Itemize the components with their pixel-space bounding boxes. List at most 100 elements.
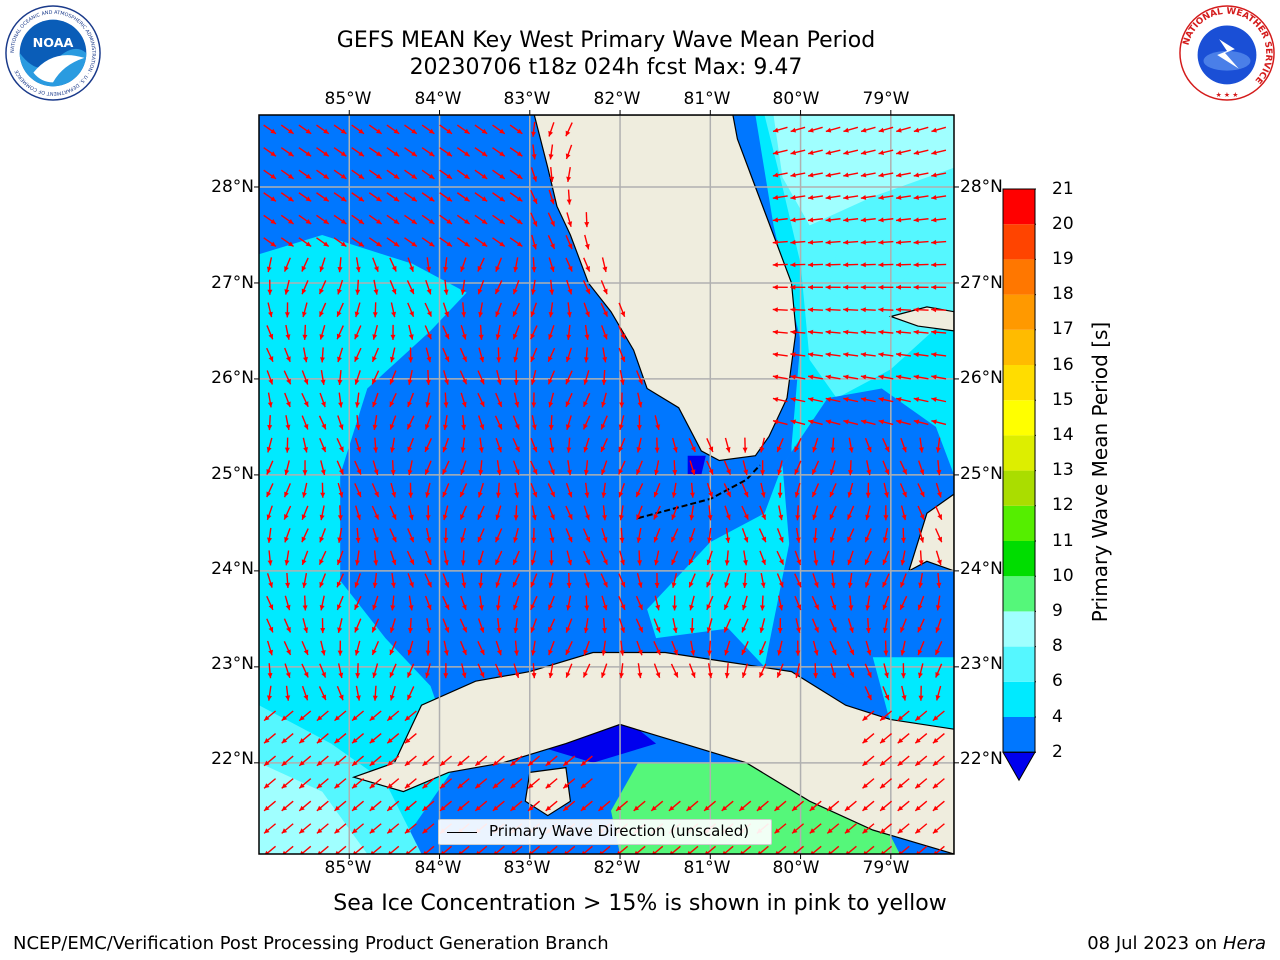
arrow-head — [303, 447, 308, 453]
arrow-head — [284, 469, 290, 475]
arrow-head — [530, 627, 536, 633]
wave-direction-arrow — [706, 595, 714, 611]
arrow-head — [376, 128, 382, 134]
arrow-head — [602, 604, 608, 611]
arrow-head — [743, 491, 749, 498]
wave-direction-arrow — [509, 214, 523, 225]
arrow-head — [935, 649, 940, 655]
wave-direction-arrow — [318, 550, 327, 566]
wave-direction-arrow — [372, 415, 378, 431]
wave-direction-arrow — [371, 370, 380, 385]
wave-direction-arrow — [316, 214, 330, 225]
wave-direction-arrow — [794, 438, 802, 453]
arrow-head — [376, 173, 382, 179]
wave-direction-arrow — [741, 663, 749, 679]
wave-direction-arrow — [301, 415, 309, 430]
wave-direction-arrow — [354, 302, 361, 318]
wave-direction-arrow — [931, 419, 947, 426]
arrow-head — [356, 446, 361, 453]
arrow-head — [300, 850, 305, 854]
wave-direction-arrow — [600, 302, 609, 317]
arrow-head — [530, 604, 536, 610]
wave-direction-arrow — [860, 217, 876, 223]
wave-direction-arrow — [901, 663, 906, 679]
wave-direction-arrow — [584, 212, 590, 228]
arrow-head — [707, 650, 713, 656]
wave-direction-arrow — [545, 800, 558, 812]
wave-direction-arrow — [654, 550, 660, 566]
arrow-head — [619, 672, 624, 679]
wave-direction-arrow — [528, 845, 541, 854]
arrow-head — [864, 559, 870, 565]
arrow-head — [896, 239, 902, 245]
wave-direction-arrow — [351, 124, 365, 135]
wave-direction-arrow — [687, 845, 699, 854]
arrow-head — [444, 311, 449, 317]
wave-direction-arrow — [530, 325, 538, 340]
arrow-head — [843, 329, 849, 335]
arrow-shaft — [722, 845, 734, 854]
wave-direction-arrow — [707, 505, 713, 521]
wave-direction-arrow — [895, 284, 911, 290]
wave-direction-arrow — [689, 618, 695, 634]
wave-direction-arrow — [474, 755, 488, 767]
wave-direction-arrow — [372, 302, 378, 318]
wave-direction-arrow — [388, 845, 400, 854]
arrow-head — [497, 671, 502, 678]
colorbar-tick: 16 — [1052, 355, 1074, 375]
arrow-head — [550, 243, 555, 249]
wave-direction-arrow — [847, 572, 853, 588]
arrow-head — [495, 559, 500, 565]
wave-direction-arrow — [795, 640, 801, 656]
arrow-head — [848, 470, 853, 476]
arrow-head — [827, 805, 833, 811]
wave-direction-arrow — [474, 192, 488, 202]
wave-direction-arrow — [266, 618, 274, 633]
wave-direction-arrow — [583, 370, 590, 385]
wave-direction-arrow — [280, 237, 294, 248]
arrow-head — [896, 284, 901, 290]
arrow-head — [426, 604, 432, 610]
wave-direction-arrow — [547, 212, 556, 227]
wave-direction-arrow — [668, 800, 681, 812]
wave-direction-arrow — [316, 710, 329, 722]
wave-direction-arrow — [810, 845, 822, 854]
arrow-head — [515, 446, 520, 452]
wave-direction-arrow — [601, 482, 607, 498]
arrow-shaft — [652, 845, 664, 854]
arrow-head — [355, 537, 361, 543]
arrow-head — [585, 288, 590, 295]
wave-direction-arrow — [895, 352, 911, 358]
arrow-head — [878, 419, 885, 425]
wave-direction-arrow — [878, 217, 894, 223]
arrow-head — [790, 262, 796, 268]
wave-direction-arrow — [932, 800, 945, 812]
arrow-head — [900, 581, 905, 588]
arrow-head — [759, 671, 764, 678]
arrow-head — [336, 581, 342, 588]
wave-direction-arrow — [281, 710, 294, 722]
arrow-head — [319, 559, 324, 565]
wave-direction-arrow — [724, 663, 730, 679]
arrow-head — [475, 783, 481, 789]
arrow-head — [339, 446, 344, 452]
wave-direction-arrow — [285, 572, 291, 589]
wave-direction-arrow — [301, 370, 309, 385]
arrow-head — [513, 333, 518, 340]
arrow-head — [477, 265, 483, 272]
arrow-head — [317, 850, 322, 854]
arrow-head — [671, 514, 677, 520]
arrow-head — [860, 397, 867, 402]
arrow-head — [878, 172, 884, 178]
wave-direction-arrow — [548, 392, 555, 408]
arrow-head — [373, 469, 379, 475]
arrow-head — [880, 715, 886, 721]
wave-direction-arrow — [844, 823, 857, 834]
colorbar-tick: 17 — [1052, 319, 1074, 339]
arrow-head — [915, 783, 921, 789]
arrow-head — [528, 760, 534, 766]
arrow-head — [619, 537, 625, 543]
arrow-head — [516, 173, 523, 179]
wave-direction-arrow — [547, 235, 556, 250]
arrow-head — [777, 672, 782, 678]
